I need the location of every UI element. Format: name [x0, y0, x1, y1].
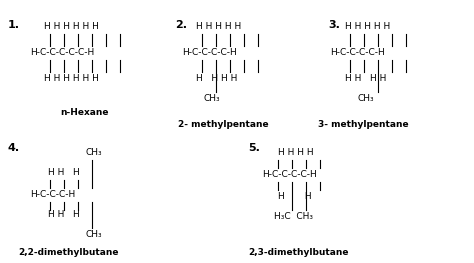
Text: H H H H H H: H H H H H H: [44, 22, 99, 31]
Text: H-C-C-C-C-H: H-C-C-C-C-H: [330, 48, 385, 57]
Text: H₃C  CH₃: H₃C CH₃: [274, 212, 313, 221]
Text: CH₃: CH₃: [86, 230, 103, 239]
Text: CH₃: CH₃: [86, 148, 103, 157]
Text: H H H H H: H H H H H: [345, 22, 390, 31]
Text: 3- methylpentane: 3- methylpentane: [318, 120, 409, 129]
Text: H-C-C-C-C-H: H-C-C-C-C-H: [262, 170, 317, 179]
Text: H H   H: H H H: [48, 168, 80, 177]
Text: CH₃: CH₃: [204, 94, 220, 103]
Text: 2.: 2.: [175, 20, 187, 30]
Text: n-Hexane: n-Hexane: [60, 108, 109, 117]
Text: 5.: 5.: [248, 143, 260, 153]
Text: 2- methylpentane: 2- methylpentane: [178, 120, 269, 129]
Text: 2,2-dimethylbutane: 2,2-dimethylbutane: [18, 248, 118, 257]
Text: H       H: H H: [278, 192, 311, 201]
Text: H-C-C-C-C-H: H-C-C-C-C-H: [182, 48, 237, 57]
Text: H H H H H: H H H H H: [196, 22, 241, 31]
Text: 1.: 1.: [8, 20, 20, 30]
Text: H H H H: H H H H: [278, 148, 314, 157]
Text: CH₃: CH₃: [358, 94, 374, 103]
Text: 4.: 4.: [8, 143, 20, 153]
Text: H-C-C-C-H: H-C-C-C-H: [30, 190, 75, 199]
Text: 2,3-dimethylbutane: 2,3-dimethylbutane: [248, 248, 348, 257]
Text: 3.: 3.: [328, 20, 340, 30]
Text: H-C-C-C-C-C-H: H-C-C-C-C-C-H: [30, 48, 94, 57]
Text: H H H H H H: H H H H H H: [44, 74, 99, 83]
Text: H   H H H: H H H H: [196, 74, 237, 83]
Text: H H   H H: H H H H: [345, 74, 386, 83]
Text: H H   H: H H H: [48, 210, 80, 219]
